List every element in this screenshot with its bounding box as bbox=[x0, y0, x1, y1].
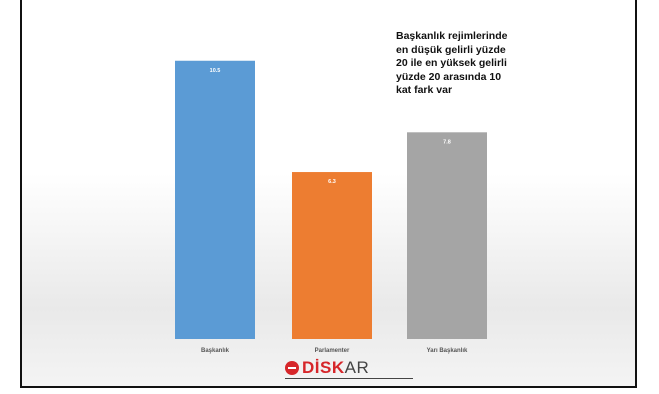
minus-circle-icon bbox=[285, 361, 299, 375]
annotation-line: 20 ile en yüksek gelirli bbox=[396, 57, 507, 69]
logo-text-strong: DİSK bbox=[302, 358, 345, 377]
bar-2 bbox=[407, 132, 487, 339]
bar-1 bbox=[292, 172, 372, 339]
data-label: 7.8 bbox=[443, 139, 451, 145]
category-label: Başkanlık bbox=[201, 348, 230, 354]
annotation-line: yüzde 20 arasında 10 bbox=[396, 70, 502, 83]
annotation-text: Başkanlık rejimlerinde en düşük gelirli … bbox=[396, 30, 546, 98]
data-label: 6.3 bbox=[328, 179, 336, 185]
bar-0 bbox=[175, 60, 255, 339]
category-label: Parlamenter bbox=[315, 348, 350, 354]
data-label: 10.5 bbox=[210, 68, 221, 74]
annotation-line: Başkanlık rejimlerinde bbox=[396, 30, 508, 42]
annotation-line: en düşük gelirli yüzde bbox=[396, 43, 506, 56]
logo-text-light: AR bbox=[344, 358, 370, 377]
logo-underline bbox=[285, 378, 413, 379]
category-label: Yarı Başkanlık bbox=[427, 348, 468, 354]
diskar-logo: DİSK AR bbox=[285, 357, 369, 379]
annotation-line: kat fark var bbox=[396, 84, 453, 96]
